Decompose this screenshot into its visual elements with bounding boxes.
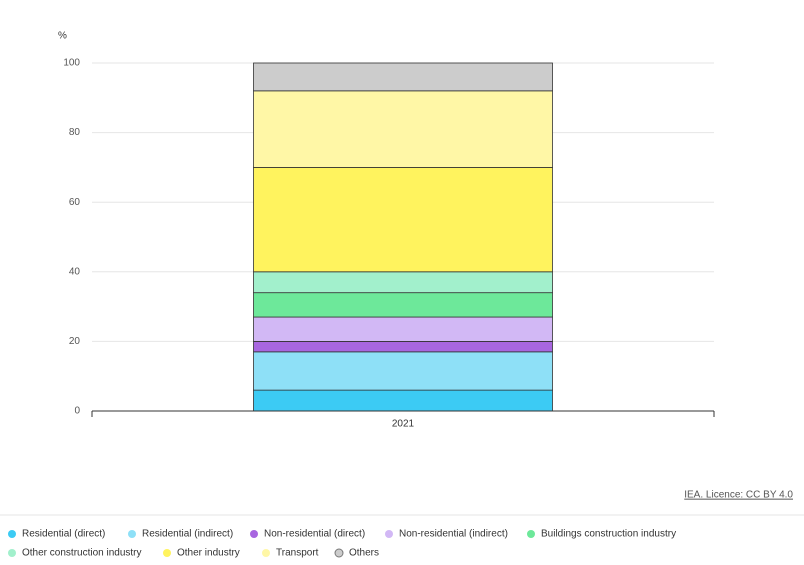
y-tick-label: 0 — [74, 406, 80, 417]
legend-label[interactable]: Other industry — [177, 548, 240, 559]
legend-label[interactable]: Non-residential (indirect) — [399, 529, 508, 540]
legend-marker[interactable] — [250, 530, 258, 538]
legend-label[interactable]: Transport — [276, 548, 319, 559]
y-tick-label: 100 — [63, 58, 80, 69]
legend-marker[interactable] — [385, 530, 393, 538]
y-tick-label: 20 — [69, 336, 81, 347]
bar-segment — [253, 389, 553, 412]
bar-segment — [253, 340, 553, 353]
bar-segment — [253, 316, 553, 342]
source-link[interactable]: IEA. Licence: CC BY 4.0 — [684, 490, 793, 501]
legend-label[interactable]: Residential (direct) — [22, 529, 105, 540]
legend-marker[interactable] — [262, 549, 270, 557]
legend-label[interactable]: Buildings construction industry — [541, 529, 676, 540]
legend-marker[interactable] — [163, 549, 171, 557]
x-tick-label: 2021 — [392, 419, 415, 430]
y-tick-label: 80 — [69, 127, 81, 138]
legend-marker[interactable] — [334, 548, 344, 558]
bar-segment — [253, 271, 553, 294]
legend-label[interactable]: Residential (indirect) — [142, 529, 233, 540]
bar-segment — [253, 90, 553, 168]
legend-label[interactable]: Others — [349, 548, 379, 559]
y-axis-label: % — [58, 31, 67, 42]
legend-marker[interactable] — [128, 530, 136, 538]
legend-label[interactable]: Other construction industry — [22, 548, 142, 559]
bar-segment — [253, 292, 553, 318]
legend-marker[interactable] — [527, 530, 535, 538]
legend-marker[interactable] — [8, 530, 16, 538]
bar-segment — [253, 351, 553, 391]
bar-segment — [253, 166, 553, 273]
y-tick-label: 60 — [69, 197, 81, 208]
bar-segment — [253, 62, 553, 92]
y-tick-label: 40 — [69, 266, 81, 277]
legend-marker[interactable] — [8, 549, 16, 557]
legend-label[interactable]: Non-residential (direct) — [264, 529, 365, 540]
